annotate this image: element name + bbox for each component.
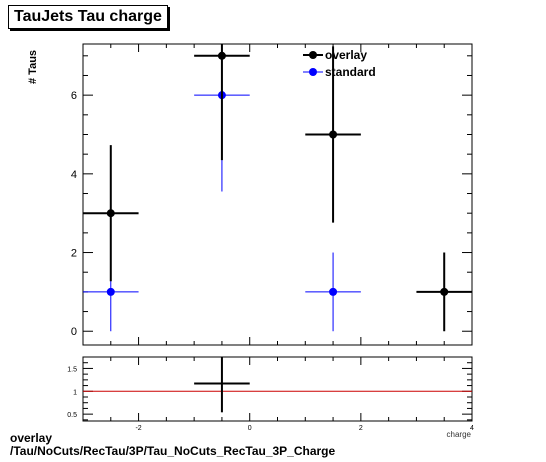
y-axis-label: # Taus [27,50,39,84]
main-plot-panel: 0 2 4 6 overlay standard [71,43,473,346]
x-tick-label: 4 [470,425,474,432]
x-tick-label: 2 [359,425,363,432]
y-tick-label: 6 [71,90,77,102]
data-point [329,287,338,296]
data-point [106,209,115,218]
legend-label: overlay [325,48,367,62]
legend-label: standard [325,65,376,79]
legend-marker [309,51,317,59]
footer-line-1: overlay [10,431,53,445]
legend-marker [309,68,317,76]
y-tick-label: 0.5 [67,412,77,419]
plot-frame [82,356,473,422]
data-point [440,287,449,296]
ratio-plot-panel: -2 0 2 4 0.5 1 1.5 [67,356,474,432]
data-point [106,287,115,296]
y-tick-label: 1.5 [67,366,77,373]
data-point [329,130,338,139]
y-tick-label: 4 [71,169,77,181]
y-tick-label: 2 [71,248,77,260]
y-tick-label: 1 [73,389,77,396]
chart-title: TauJets Tau charge [8,5,168,29]
x-tick-label: -2 [135,425,141,432]
footer-caption: overlay /Tau/NoCuts/RecTau/3P/Tau_NoCuts… [10,432,335,458]
footer-line-2: /Tau/NoCuts/RecTau/3P/Tau_NoCuts_RecTau_… [10,444,336,458]
plot-frame [82,43,473,346]
y-tick-label: 0 [71,326,77,338]
data-point [217,51,226,60]
x-tick-label: 0 [248,425,252,432]
x-axis-label: charge [447,430,472,439]
